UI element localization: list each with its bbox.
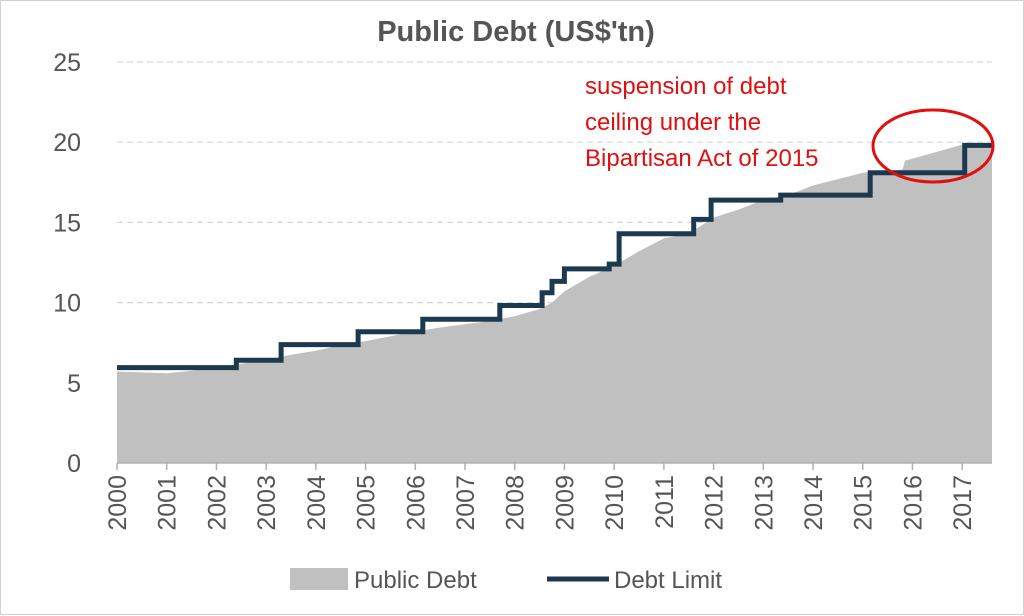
x-tick-label: 2012	[701, 475, 729, 531]
annotation-text-line: Bipartisan Act of 2015	[585, 145, 818, 172]
x-tick-label: 2005	[353, 475, 381, 531]
x-tick-label: 2015	[850, 475, 878, 531]
legend: Public Debt Debt Limit	[290, 567, 722, 594]
x-tick-label: 2002	[203, 475, 231, 531]
legend-label-debt-limit: Debt Limit	[614, 567, 722, 594]
chart-title: Public Debt (US$'tn)	[377, 16, 655, 48]
y-tick-label: 5	[67, 370, 81, 398]
y-tick-label: 10	[53, 290, 81, 318]
x-tick-label: 2017	[949, 475, 977, 531]
legend-swatch-public-debt	[290, 568, 348, 590]
y-tick-label: 0	[67, 450, 81, 478]
public-debt-area	[117, 144, 992, 463]
annotation-text-line: suspension of debt	[585, 73, 787, 100]
y-tick-label: 25	[53, 49, 81, 77]
x-tick-label: 2007	[452, 475, 480, 531]
annotation-circle	[871, 108, 995, 184]
x-tick-label: 2011	[651, 475, 679, 529]
y-tick-label: 15	[53, 209, 81, 237]
x-tick-label: 2008	[502, 475, 530, 531]
debt-limit-line	[117, 142, 992, 371]
y-tick-label: 20	[53, 129, 81, 157]
x-tick-label: 2000	[104, 475, 132, 531]
x-tick-label: 2003	[253, 475, 281, 531]
x-tick-label: 2016	[899, 475, 927, 531]
x-tick-label: 2001	[154, 475, 182, 531]
annotation-text-line: ceiling under the	[585, 109, 761, 136]
axes: 0 5 10 15 20 25 2000 2001 2002 2003 2004 2005 2006 20…	[53, 49, 992, 531]
x-tick-label: 2014	[800, 475, 828, 531]
legend-label-public-debt: Public Debt	[354, 567, 477, 594]
public-debt-area-layer	[117, 144, 992, 463]
x-tick-label: 2013	[750, 475, 778, 531]
debt-limit-line-layer	[117, 142, 992, 371]
x-tick-label: 2006	[402, 475, 430, 531]
annotation: suspension of debt ceiling under the Bipar…	[585, 73, 995, 184]
x-tick-label: 2004	[303, 475, 331, 531]
x-tick-label: 2009	[551, 475, 579, 531]
x-tick-label: 2010	[601, 475, 629, 531]
